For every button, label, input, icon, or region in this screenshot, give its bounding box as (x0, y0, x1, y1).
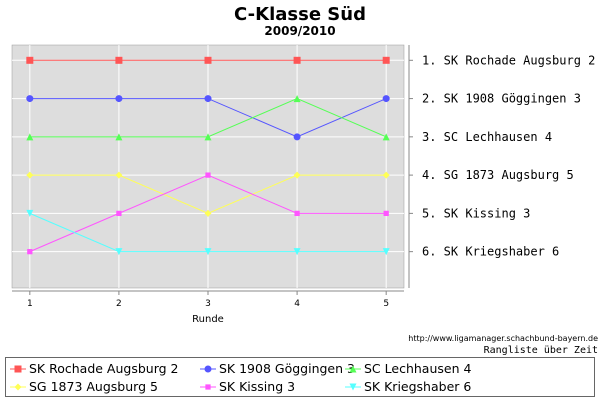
source-url: http://www.ligamanager.schachbund-bayern… (408, 334, 598, 343)
data-point (14, 383, 22, 391)
series-5 (27, 172, 389, 255)
data-point (115, 133, 123, 141)
data-point (204, 133, 212, 141)
data-point (116, 210, 122, 217)
legend-label: SC Lechhausen 4 (364, 361, 472, 376)
x-tick-label: 1 (27, 299, 33, 309)
legend-item: SK Rochade Augsburg 2 (10, 361, 179, 377)
series-2 (26, 95, 390, 141)
ranking-label: 2. SK 1908 Göggingen 3 (422, 92, 581, 106)
ranking-label: 6. SK Kriegshaber 6 (422, 245, 559, 259)
legend-item: SK Kriegshaber 6 (345, 379, 471, 395)
x-tick-label: 5 (383, 299, 389, 309)
chart-subtitle: 2009/2010 (264, 24, 335, 38)
data-point (205, 384, 211, 390)
legend: SK Rochade Augsburg 2 SK 1908 Göggingen 3… (5, 357, 595, 397)
ranking-label: 5. SK Kissing 3 (422, 206, 530, 220)
data-point (115, 95, 123, 103)
data-point (293, 56, 301, 64)
data-point (26, 56, 34, 64)
data-point (14, 365, 22, 373)
legend-label: SG 1873 Augsburg 5 (29, 379, 158, 394)
ranking-label: 3. SC Lechhausen 4 (422, 130, 552, 144)
series-group (26, 56, 390, 256)
legend-swatch (345, 365, 361, 373)
data-point (204, 56, 212, 64)
data-point (293, 248, 301, 256)
data-point (204, 365, 212, 373)
data-point (26, 95, 34, 103)
series-3 (26, 95, 390, 141)
legend-item: SK Kissing 3 (200, 379, 295, 395)
legend-item: SK 1908 Göggingen 3 (200, 361, 355, 377)
data-point (115, 248, 123, 256)
ranking-label: 4. SG 1873 Augsburg 5 (422, 168, 574, 182)
data-point (26, 209, 34, 217)
series-4 (26, 171, 390, 217)
data-point (382, 95, 390, 103)
x-tick-label: 2 (116, 299, 122, 309)
data-point (204, 248, 212, 256)
data-point (26, 171, 34, 179)
data-point (382, 56, 390, 64)
data-point (115, 171, 123, 179)
series-6 (26, 209, 390, 256)
x-tick-label: 3 (205, 299, 211, 309)
x-tick-label: 4 (294, 299, 300, 309)
legend-swatch (10, 383, 26, 391)
data-point (115, 56, 123, 64)
data-point (27, 249, 33, 255)
axes: 1 2 3 4 5 (12, 45, 413, 309)
data-point (205, 172, 211, 178)
chart-title: C-Klasse Süd (234, 4, 366, 25)
data-point (26, 133, 34, 141)
legend-label: SK Rochade Augsburg 2 (29, 361, 179, 376)
legend-item: SC Lechhausen 4 (345, 361, 471, 377)
chart-note: Rangliste über Zeit (484, 345, 598, 356)
legend-label: SK Kissing 3 (219, 379, 296, 394)
legend-item: SG 1873 Augsburg 5 (10, 379, 158, 395)
data-point (383, 210, 389, 217)
data-point (294, 210, 300, 217)
ranking-label: 1. SK Rochade Augsburg 2 (422, 53, 595, 67)
data-point (382, 133, 390, 141)
legend-swatch (200, 365, 216, 373)
data-point (349, 383, 357, 391)
ranking-labels: 1. SK Rochade Augsburg 2 2. SK 1908 Göggi… (422, 53, 595, 258)
series-1 (26, 56, 390, 64)
data-point (293, 95, 301, 103)
legend-label: SK Kriegshaber 6 (364, 379, 472, 394)
data-point (293, 133, 301, 141)
data-point (349, 365, 357, 373)
data-point (382, 171, 390, 179)
x-axis-label: Runde (192, 314, 224, 325)
legend-label: SK 1908 Göggingen 3 (219, 361, 355, 376)
data-point (204, 209, 212, 217)
data-point (204, 95, 212, 103)
data-point (382, 248, 390, 256)
data-point (293, 171, 301, 179)
legend-swatch (200, 384, 216, 390)
legend-swatch (10, 365, 26, 373)
legend-swatch (345, 383, 361, 391)
